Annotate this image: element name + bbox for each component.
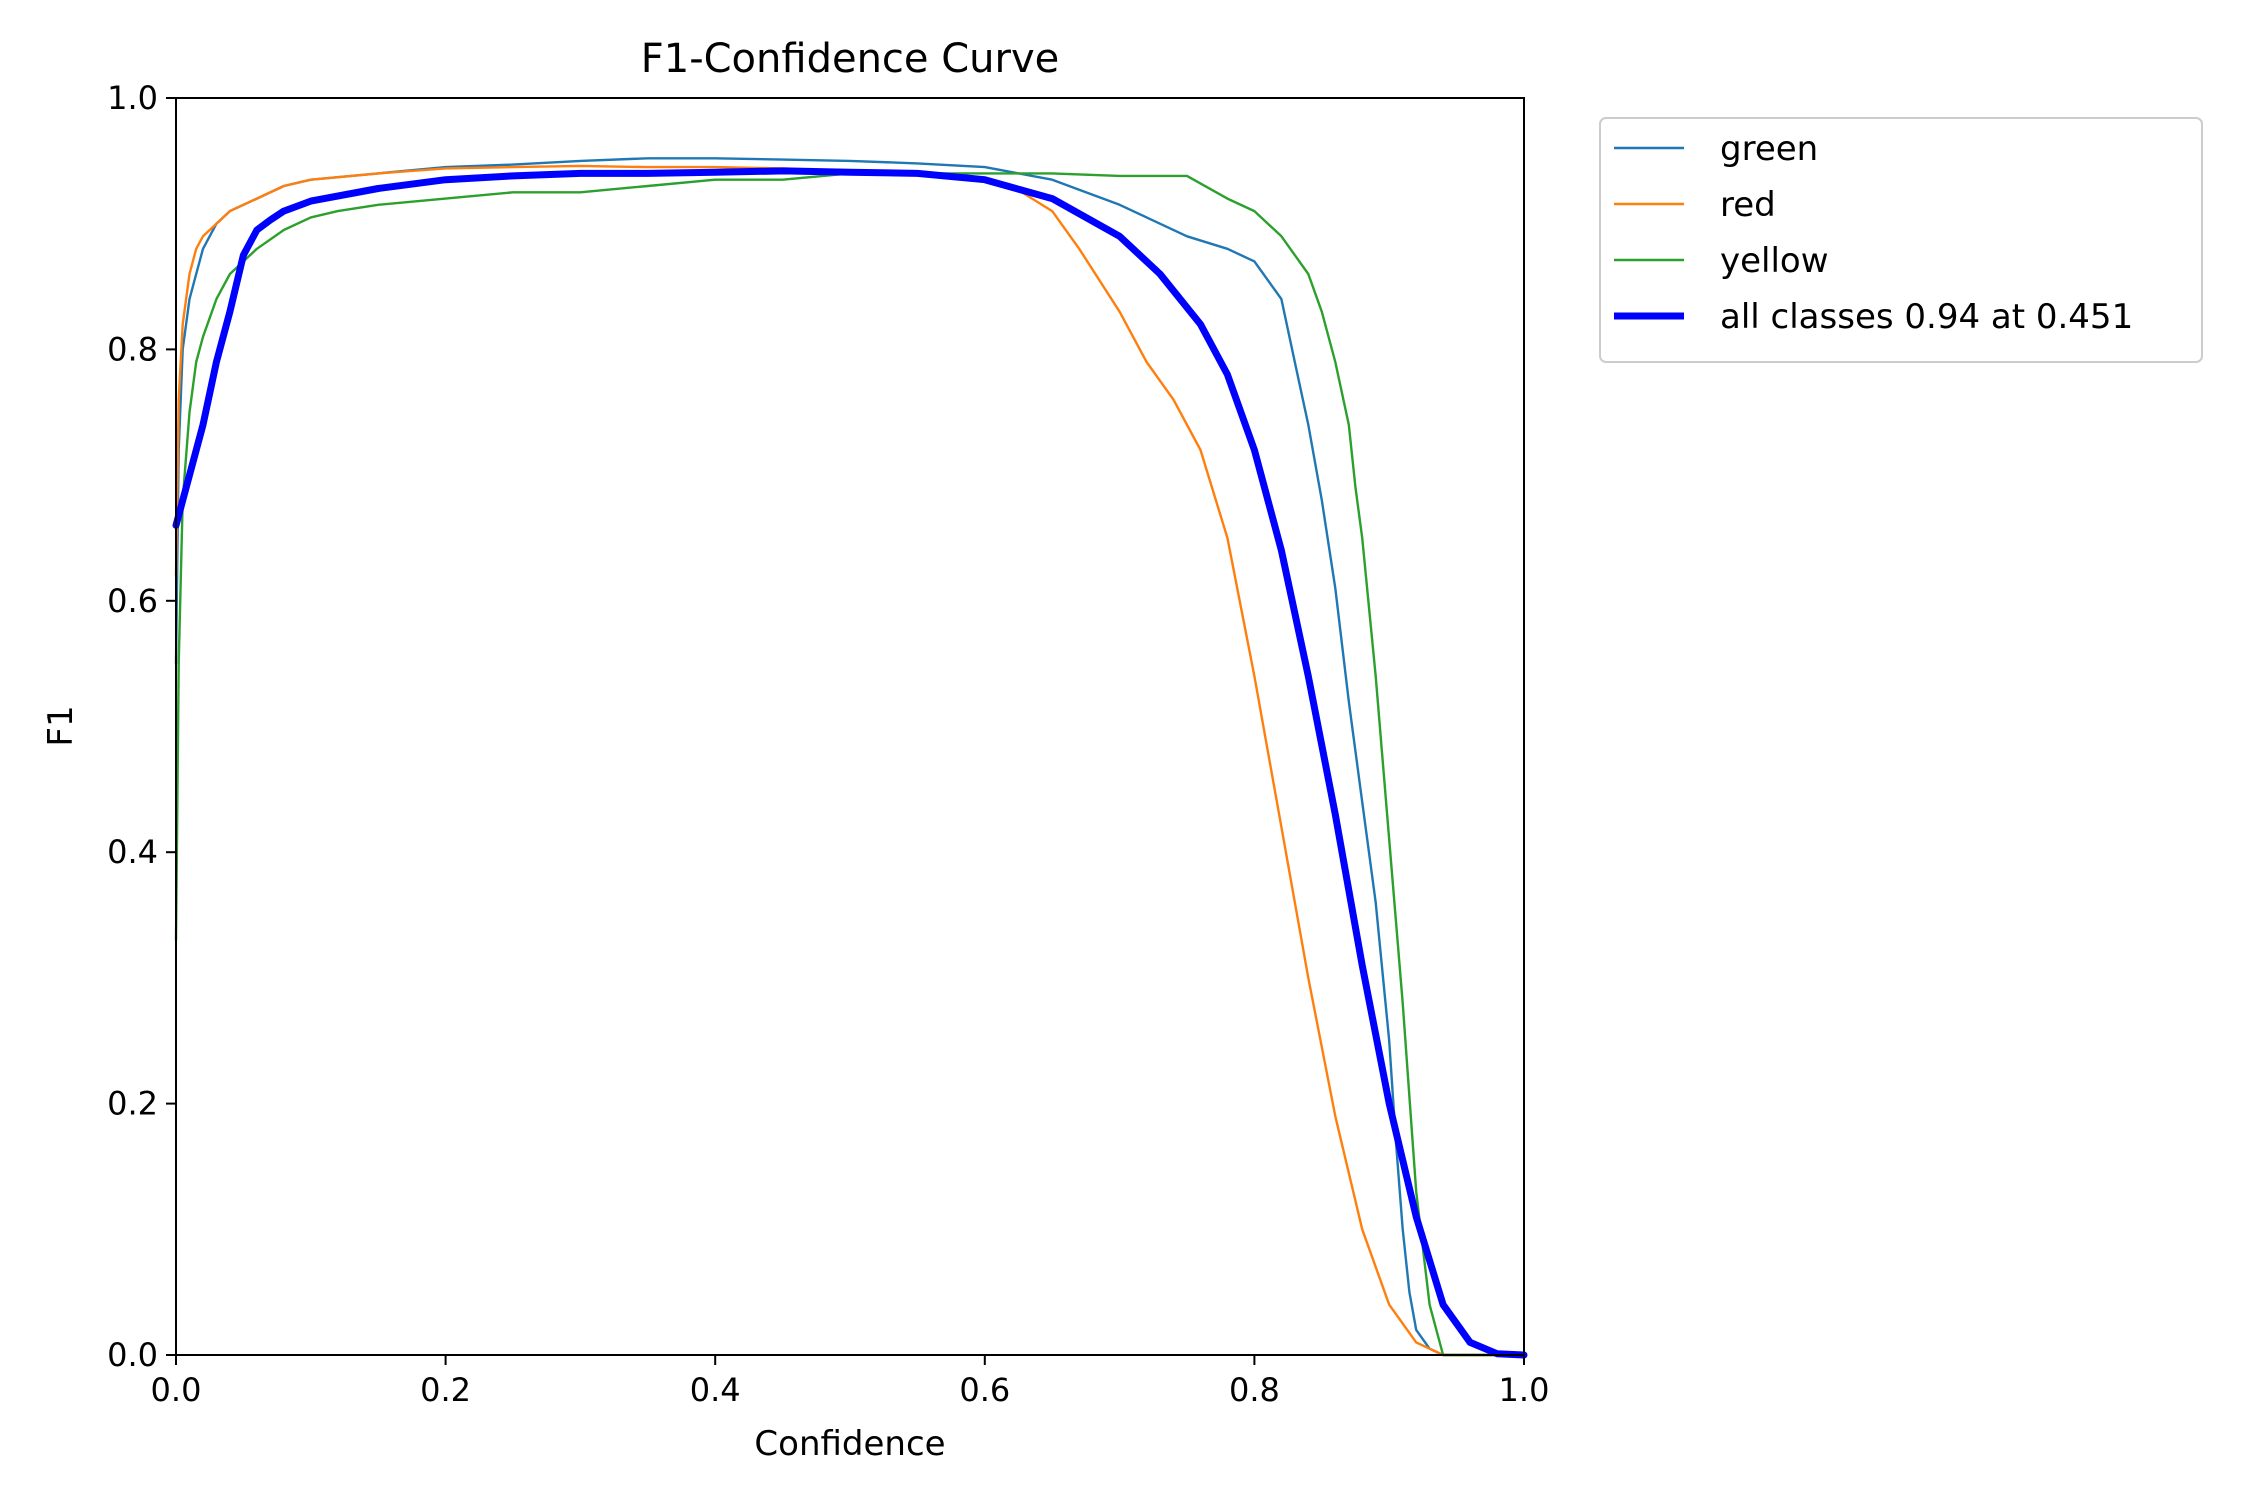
x-tick-label: 0.8 [1229, 1371, 1280, 1409]
legend-label: green [1720, 129, 1818, 169]
x-tick-label: 0.2 [420, 1371, 471, 1409]
legend-label: red [1720, 185, 1776, 225]
x-tick-label: 0.4 [690, 1371, 741, 1409]
series-group [172, 157, 1528, 1359]
y-axis-title: F1 [41, 705, 81, 746]
x-axis: 0.0 0.2 0.4 0.6 0.8 1.0 [151, 1355, 1550, 1409]
x-tick-label: 0.0 [151, 1371, 202, 1409]
y-tick-label: 0.2 [107, 1085, 158, 1123]
y-tick-label: 1.0 [107, 79, 158, 117]
legend-box [1599, 117, 2203, 363]
y-axis: 0.0 0.2 0.4 0.6 0.8 1.0 [107, 79, 176, 1374]
y-tick-label: 0.4 [107, 833, 158, 871]
legend-label: all classes 0.94 at 0.451 [1720, 297, 2133, 337]
legend: green red yellow all classes 0.94 at 0.451 [1599, 117, 2203, 363]
legend-label: yellow [1720, 241, 1829, 281]
y-tick-label: 0.0 [107, 1336, 158, 1374]
y-tick-label: 0.6 [107, 582, 158, 620]
x-tick-label: 1.0 [1499, 1371, 1550, 1409]
y-tick-label: 0.8 [107, 330, 158, 368]
plot-frame [175, 97, 1525, 1356]
x-tick-label: 0.6 [959, 1371, 1010, 1409]
x-axis-title: Confidence [754, 1424, 945, 1464]
series-line-all [172, 167, 1528, 1359]
chart-title: F1-Confidence Curve [641, 36, 1060, 82]
